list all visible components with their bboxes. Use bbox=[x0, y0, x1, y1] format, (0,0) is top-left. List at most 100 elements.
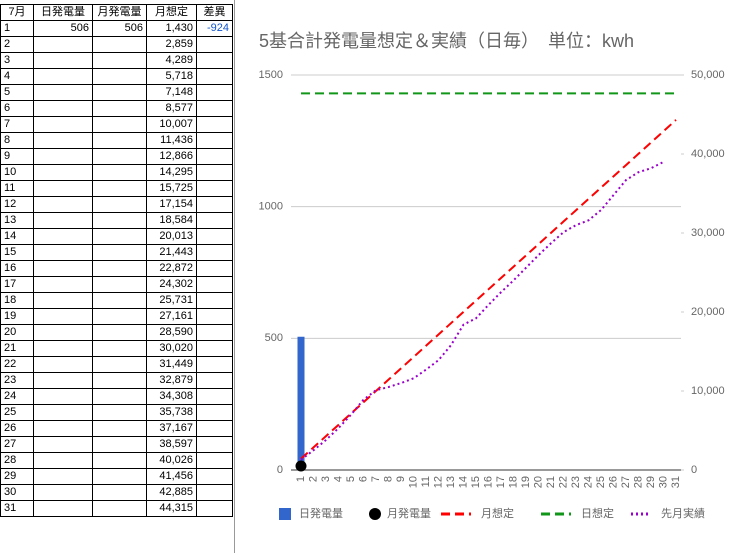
cell: 37,167 bbox=[146, 420, 197, 437]
cell: 35,738 bbox=[146, 404, 197, 421]
cell bbox=[92, 436, 147, 453]
cell: 31 bbox=[0, 500, 34, 517]
cell: 12 bbox=[0, 196, 34, 213]
cell bbox=[33, 420, 93, 437]
legend-label: 日想定 bbox=[581, 506, 614, 520]
x-tick-label: 8 bbox=[382, 476, 394, 482]
x-tick-label: 19 bbox=[520, 476, 532, 488]
cell bbox=[92, 308, 147, 325]
cell bbox=[92, 132, 147, 149]
cell bbox=[196, 404, 233, 421]
cell bbox=[92, 148, 147, 165]
cell bbox=[92, 372, 147, 389]
cell: 21,443 bbox=[146, 244, 197, 261]
cell bbox=[196, 164, 233, 181]
cell: 40,026 bbox=[146, 452, 197, 469]
x-tick-label: 2 bbox=[307, 476, 319, 482]
header-cell: 月発電量 bbox=[92, 4, 147, 21]
cell bbox=[196, 420, 233, 437]
cell: 16 bbox=[0, 260, 34, 277]
cell bbox=[196, 468, 233, 485]
legend-label: 月想定 bbox=[481, 506, 514, 520]
cell: 11 bbox=[0, 180, 34, 197]
cell: 19 bbox=[0, 308, 34, 325]
point bbox=[295, 460, 307, 472]
cell: 13 bbox=[0, 212, 34, 229]
cell bbox=[92, 68, 147, 85]
cell: 28 bbox=[0, 452, 34, 469]
cell bbox=[92, 340, 147, 357]
cell: 14,295 bbox=[146, 164, 197, 181]
cell: 31,449 bbox=[146, 356, 197, 373]
cell bbox=[196, 500, 233, 517]
legend-swatch bbox=[369, 508, 381, 520]
cell: 18,584 bbox=[146, 212, 197, 229]
x-tick-label: 27 bbox=[620, 476, 632, 488]
cell bbox=[92, 452, 147, 469]
cell: 20 bbox=[0, 324, 34, 341]
x-tick-label: 1 bbox=[295, 476, 307, 482]
cell: 14 bbox=[0, 228, 34, 245]
cell bbox=[196, 324, 233, 341]
header-cell: 月想定 bbox=[146, 4, 197, 21]
y2-tick-label: 50,000 bbox=[691, 69, 725, 81]
x-tick-label: 14 bbox=[457, 476, 469, 488]
cell bbox=[33, 356, 93, 373]
cell bbox=[196, 372, 233, 389]
y-tick-label: 1000 bbox=[259, 201, 283, 213]
cell bbox=[33, 276, 93, 293]
cell: 10 bbox=[0, 164, 34, 181]
cell bbox=[196, 68, 233, 85]
cell bbox=[196, 388, 233, 405]
cell bbox=[196, 292, 233, 309]
cell: 25 bbox=[0, 404, 34, 421]
cell: 1 bbox=[0, 20, 34, 37]
cell bbox=[196, 308, 233, 325]
cell: 26 bbox=[0, 420, 34, 437]
cell bbox=[33, 324, 93, 341]
cell bbox=[92, 404, 147, 421]
cell: 7,148 bbox=[146, 84, 197, 101]
cell bbox=[92, 212, 147, 229]
cell: 4,289 bbox=[146, 52, 197, 69]
y-tick-label: 1500 bbox=[259, 69, 283, 81]
cell bbox=[92, 500, 147, 517]
x-tick-label: 30 bbox=[657, 476, 669, 488]
cell bbox=[33, 68, 93, 85]
cell bbox=[92, 196, 147, 213]
cell: 22,872 bbox=[146, 260, 197, 277]
cell bbox=[33, 116, 93, 133]
cell bbox=[92, 164, 147, 181]
legend-label: 日発電量 bbox=[299, 506, 343, 520]
line bbox=[300, 119, 677, 460]
cell: 9 bbox=[0, 148, 34, 165]
cell: 15 bbox=[0, 244, 34, 261]
cell bbox=[196, 436, 233, 453]
cell bbox=[33, 52, 93, 69]
cell: 2,859 bbox=[146, 36, 197, 53]
cell bbox=[92, 484, 147, 501]
header-cell: 日発電量 bbox=[33, 4, 93, 21]
cell bbox=[33, 148, 93, 165]
x-tick-label: 6 bbox=[357, 476, 369, 482]
x-tick-label: 24 bbox=[582, 476, 594, 488]
cell bbox=[92, 260, 147, 277]
sheet-table: 7月 日発電量 月発電量 月想定 差異 1 506 506 1,430 -924 2 2,859 3 4,… bbox=[0, 4, 233, 517]
cell: 27,161 bbox=[146, 308, 197, 325]
y-tick-label: 0 bbox=[277, 464, 283, 476]
cell: 5,718 bbox=[146, 68, 197, 85]
cell bbox=[196, 100, 233, 117]
cell bbox=[92, 228, 147, 245]
cell bbox=[33, 484, 93, 501]
chart-title: 5基合計発電量想定＆実績（日毎） 単位：kwh bbox=[259, 31, 634, 51]
cell: 4 bbox=[0, 68, 34, 85]
cell bbox=[196, 212, 233, 229]
cell bbox=[196, 228, 233, 245]
line bbox=[300, 161, 664, 461]
cell bbox=[33, 452, 93, 469]
x-tick-label: 13 bbox=[445, 476, 457, 488]
cell: 32,879 bbox=[146, 372, 197, 389]
cell bbox=[196, 84, 233, 101]
cell bbox=[92, 388, 147, 405]
